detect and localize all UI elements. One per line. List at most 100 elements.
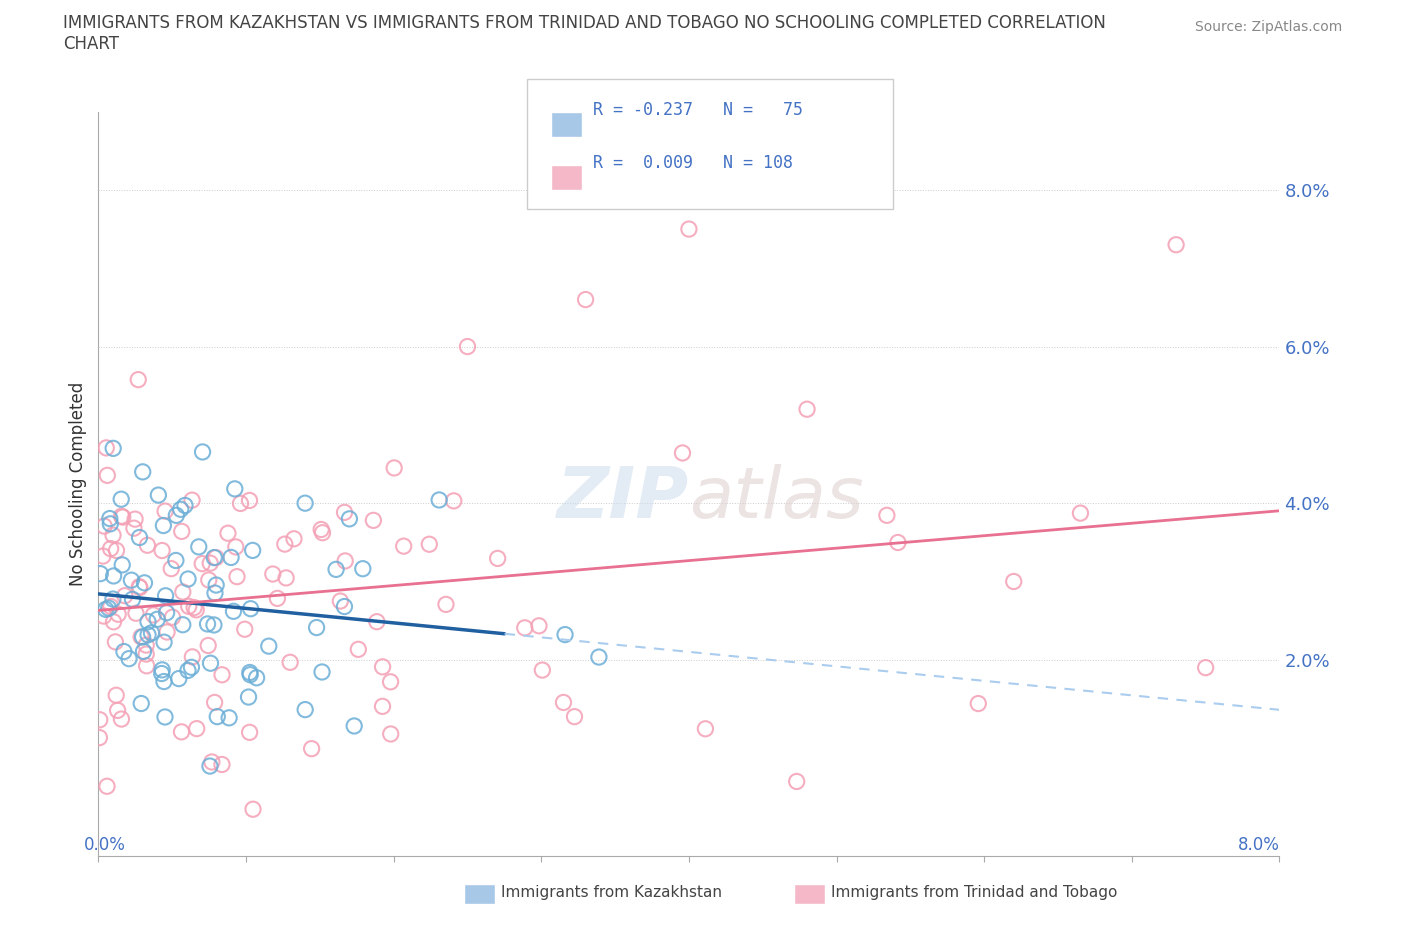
Point	[229, 496, 252, 511]
Point	[89, 730, 111, 745]
Point	[380, 674, 402, 689]
Point	[103, 615, 125, 630]
Point	[112, 644, 135, 659]
Point	[180, 660, 202, 675]
Point	[121, 591, 143, 606]
Point	[207, 710, 229, 724]
Point	[588, 650, 610, 665]
Text: CHART: CHART	[63, 35, 120, 53]
Point	[1166, 237, 1188, 252]
Point	[93, 519, 115, 534]
Point	[1069, 506, 1091, 521]
Point	[311, 525, 333, 540]
Point	[89, 712, 111, 727]
Point	[177, 663, 200, 678]
Point	[371, 659, 394, 674]
Point	[366, 614, 388, 629]
Text: 8.0%: 8.0%	[1237, 836, 1279, 854]
Point	[224, 482, 246, 497]
Point	[796, 402, 818, 417]
Point	[305, 620, 328, 635]
Point	[135, 638, 157, 653]
Point	[274, 537, 297, 551]
Point	[211, 757, 233, 772]
Point	[553, 695, 575, 710]
Point	[309, 522, 332, 537]
Text: atlas: atlas	[689, 464, 863, 533]
Point	[125, 605, 148, 620]
Point	[294, 496, 316, 511]
Point	[205, 578, 228, 592]
Point	[678, 221, 700, 236]
Point	[170, 502, 193, 517]
Point	[103, 441, 125, 456]
Point	[135, 646, 157, 661]
Point	[129, 630, 152, 644]
Point	[967, 697, 990, 711]
Point	[155, 605, 177, 620]
Point	[153, 635, 176, 650]
Point	[101, 527, 124, 542]
Point	[564, 710, 586, 724]
Point	[382, 460, 405, 475]
Point	[202, 551, 225, 565]
Text: ZIP: ZIP	[557, 464, 689, 533]
Point	[380, 726, 402, 741]
Point	[97, 601, 120, 616]
Point	[343, 719, 366, 734]
Point	[96, 468, 118, 483]
Point	[111, 557, 134, 572]
Point	[107, 606, 129, 621]
Text: R = -0.237   N =   75: R = -0.237 N = 75	[593, 100, 803, 119]
Point	[887, 535, 910, 550]
Point	[162, 610, 184, 625]
Point	[186, 721, 208, 736]
Point	[93, 608, 115, 623]
Point	[418, 537, 440, 551]
Point	[91, 549, 114, 564]
Point	[233, 622, 256, 637]
Point	[187, 539, 209, 554]
Point	[200, 656, 222, 671]
Point	[150, 662, 173, 677]
Point	[132, 464, 155, 479]
Point	[239, 667, 262, 682]
Text: IMMIGRANTS FROM KAZAKHSTAN VS IMMIGRANTS FROM TRINIDAD AND TOBAGO NO SCHOOLING C: IMMIGRANTS FROM KAZAKHSTAN VS IMMIGRANTS…	[63, 14, 1107, 32]
Point	[352, 562, 374, 577]
Point	[527, 618, 550, 633]
Point	[152, 518, 174, 533]
Point	[111, 510, 134, 525]
Point	[165, 508, 187, 523]
Point	[132, 644, 155, 658]
Point	[142, 607, 165, 622]
Point	[222, 604, 245, 618]
Point	[513, 620, 536, 635]
Point	[101, 591, 124, 606]
Point	[239, 665, 262, 680]
Point	[172, 585, 194, 600]
Point	[392, 538, 415, 553]
Point	[262, 566, 284, 581]
Text: 0.0%: 0.0%	[84, 836, 125, 854]
Point	[876, 508, 898, 523]
Point	[335, 553, 357, 568]
Point	[211, 668, 233, 683]
Point	[153, 710, 176, 724]
Point	[278, 655, 301, 670]
Point	[153, 504, 176, 519]
Point	[170, 724, 193, 739]
Point	[434, 597, 457, 612]
Point	[156, 625, 179, 640]
Point	[150, 543, 173, 558]
Point	[107, 703, 129, 718]
Point	[1195, 660, 1218, 675]
Point	[200, 556, 222, 571]
Point	[155, 589, 177, 604]
Point	[146, 612, 169, 627]
Point	[136, 614, 159, 629]
Point	[695, 722, 717, 737]
Point	[120, 573, 142, 588]
Point	[160, 561, 183, 576]
Point	[110, 711, 132, 726]
Point	[191, 445, 214, 459]
